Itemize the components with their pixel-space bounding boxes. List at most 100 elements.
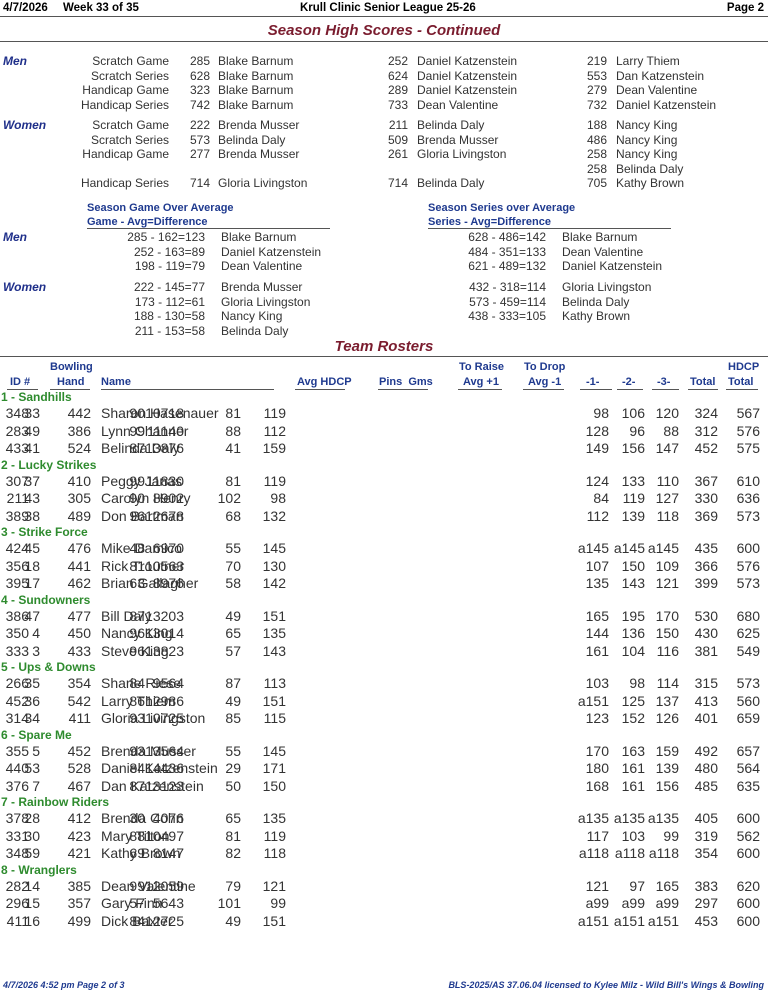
to-drop-avg: 211	[6, 490, 29, 507]
bowler-id: 34	[24, 710, 40, 727]
bowler-name: Daniel Katzenstein	[101, 760, 218, 777]
bowler-name: Belinda Daly	[101, 440, 180, 457]
to-drop-avg: 355	[5, 742, 29, 759]
bowler-name: Sharon Hasenauer	[101, 405, 219, 422]
bowler-games: 90	[129, 405, 145, 422]
bowler-id: 18	[24, 557, 40, 574]
game3-score: a145	[647, 540, 679, 557]
high-score-value: 732	[586, 97, 607, 112]
to-raise-avg: 489	[67, 507, 91, 524]
high-score-value: 211	[388, 118, 408, 132]
bowler-name: Dan Katzenstein	[101, 777, 204, 794]
game2-score: 133	[621, 472, 645, 489]
bowler-name: Nancy King	[221, 309, 283, 323]
bowler-average: 119	[263, 827, 286, 844]
high-score-value: 261	[387, 147, 408, 162]
handicap-total: 657	[736, 742, 760, 759]
high-score-value: 222	[189, 118, 210, 132]
bowler-name: Blake Barnum	[218, 68, 294, 83]
bowler-name: Daniel Katzenstein	[417, 68, 518, 83]
bowler-handicap: 55	[225, 540, 241, 557]
bowler-name: Gloria Livingston	[562, 280, 652, 294]
bowler-games: 30	[129, 810, 145, 827]
bowler-handicap: 49	[225, 912, 241, 929]
game3-score: a151	[647, 912, 679, 929]
bowler-average: 130	[262, 557, 286, 574]
women-group-label: Women	[3, 118, 47, 132]
bowler-pins: 5643	[152, 895, 184, 912]
handicap-total: 600	[736, 845, 760, 862]
column-underline	[726, 389, 758, 390]
handicap-total: 610	[736, 472, 760, 489]
series-total: 480	[694, 760, 718, 777]
game2-score: 119	[622, 490, 645, 507]
to-drop-avg: 350	[5, 625, 29, 642]
handicap-total: 560	[736, 692, 760, 709]
high-score-value: 509	[387, 132, 408, 147]
bowler-name: Larry Thiem	[616, 54, 680, 68]
handicap-total: 620	[736, 877, 760, 894]
series-over-average-subtitle: Series - Avg=Difference	[428, 216, 551, 228]
game2-score: 152	[621, 710, 645, 727]
col-game3: -3-	[657, 376, 671, 388]
bowler-games: 96	[129, 507, 145, 524]
bowler-games: 84	[129, 760, 145, 777]
bowler-games: 88	[129, 827, 145, 844]
bowler-pins: 12678	[145, 507, 184, 524]
game3-score: 118	[656, 507, 679, 524]
game3-score: 88	[663, 422, 679, 439]
over-average-calc: 198 - 119=79	[134, 259, 205, 273]
bowler-pins: 12725	[145, 912, 184, 929]
bowler-name: Carolyn Henry	[101, 490, 191, 507]
to-drop-avg: 331	[5, 827, 29, 844]
bowler-name: Don Bartman	[101, 507, 184, 524]
bowler-pins: 9564	[152, 675, 184, 692]
bowler-id: 17	[24, 575, 40, 592]
game3-score: 165	[655, 877, 679, 894]
game2-score: 143	[621, 575, 645, 592]
game2-score: a151	[613, 912, 645, 929]
to-raise-avg: 305	[67, 490, 91, 507]
bowler-name: Belinda Daly	[616, 161, 684, 176]
to-drop-avg: 452	[5, 692, 29, 709]
to-raise-avg: 462	[67, 575, 91, 592]
high-score-value: 323	[189, 83, 210, 97]
bowler-name: Sharie Riese	[101, 675, 182, 692]
bowler-handicap: 55	[225, 742, 241, 759]
high-score-value: 733	[387, 97, 408, 112]
series-total: 367	[694, 472, 718, 489]
bowler-handicap: 85	[225, 710, 241, 727]
series-total: 401	[694, 710, 718, 727]
high-score-category: Handicap Game	[82, 147, 169, 162]
over-average-calc: 438 - 333=105	[468, 309, 546, 323]
game3-score: 150	[655, 625, 679, 642]
bowler-average: 171	[262, 760, 286, 777]
bowler-handicap: 81	[225, 472, 241, 489]
bowler-average: 145	[262, 742, 286, 759]
game2-score: 136	[621, 625, 645, 642]
bowler-pins: 11830	[146, 472, 184, 489]
high-score-value: 188	[586, 118, 607, 132]
handicap-total: 573	[736, 507, 760, 524]
bowler-id: 33	[24, 405, 40, 422]
to-drop-avg: 333	[5, 642, 29, 659]
handicap-total: 635	[736, 777, 760, 794]
series-total: 315	[694, 675, 718, 692]
bowler-name: Brenda Musser	[101, 742, 196, 759]
bowler-name: Nancy King	[101, 625, 173, 642]
to-drop-avg: 411	[6, 912, 29, 929]
bowler-pins: 11140	[147, 422, 184, 439]
col-hdcp: HDCP	[728, 361, 760, 373]
game1-score: a151	[577, 692, 609, 709]
bowler-average: 99	[270, 895, 286, 912]
game3-score: 120	[655, 405, 679, 422]
handicap-total: 636	[736, 490, 760, 507]
game2-score: 96	[629, 422, 645, 439]
col-id: ID #	[10, 376, 31, 388]
bowler-average: 119	[263, 472, 286, 489]
bowler-handicap: 81	[225, 827, 241, 844]
bowler-pins: 10563	[145, 557, 184, 574]
game1-score: a99	[585, 895, 609, 912]
bowler-name: Brian Gallagher	[101, 575, 199, 592]
to-raise-avg: 524	[67, 440, 91, 457]
